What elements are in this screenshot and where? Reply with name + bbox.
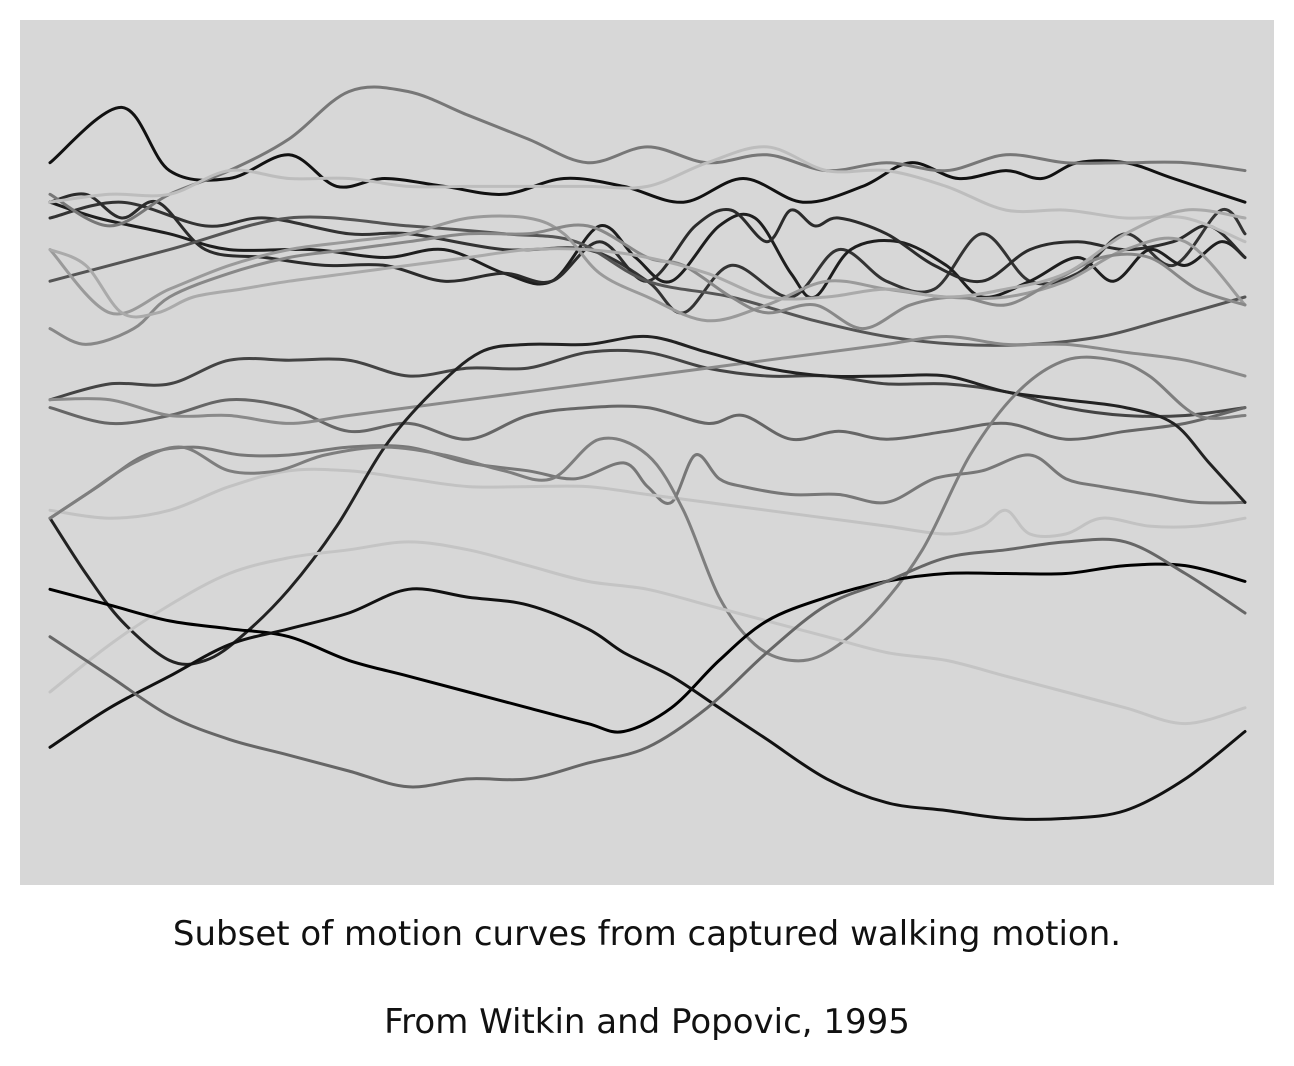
motion-curve-17 [48, 355, 1247, 663]
motion-curve-9 [48, 145, 1247, 244]
motion-curve-12 [48, 397, 1247, 442]
figure-credit: From Witkin and Popovic, 1995 [384, 1002, 910, 1042]
motion-curve-2 [48, 200, 1247, 315]
motion-curve-15 [48, 467, 1247, 538]
plot-background [20, 20, 1274, 885]
motion-curve-7 [48, 214, 1247, 323]
motion-curve-6 [48, 85, 1247, 228]
motion-curve-3 [48, 200, 1247, 300]
motion-curve-11 [48, 348, 1247, 418]
figure-caption: Subset of motion curves from captured wa… [172, 914, 1122, 954]
motion-curve-4 [48, 192, 1247, 284]
motion-curve-10 [48, 208, 1247, 319]
motion-curve-5 [48, 215, 1247, 347]
motion-curve-16 [48, 334, 1247, 666]
motion-curves-plot [20, 20, 1274, 885]
motion-curve-20 [48, 587, 1247, 821]
motion-curve-14 [48, 444, 1247, 520]
motion-curve-1 [48, 105, 1247, 204]
motion-curve-18 [48, 540, 1247, 726]
motion-curve-21 [48, 537, 1247, 789]
motion-curve-19 [48, 562, 1247, 734]
motion-curves [48, 85, 1247, 821]
motion-curve-13 [48, 335, 1247, 425]
